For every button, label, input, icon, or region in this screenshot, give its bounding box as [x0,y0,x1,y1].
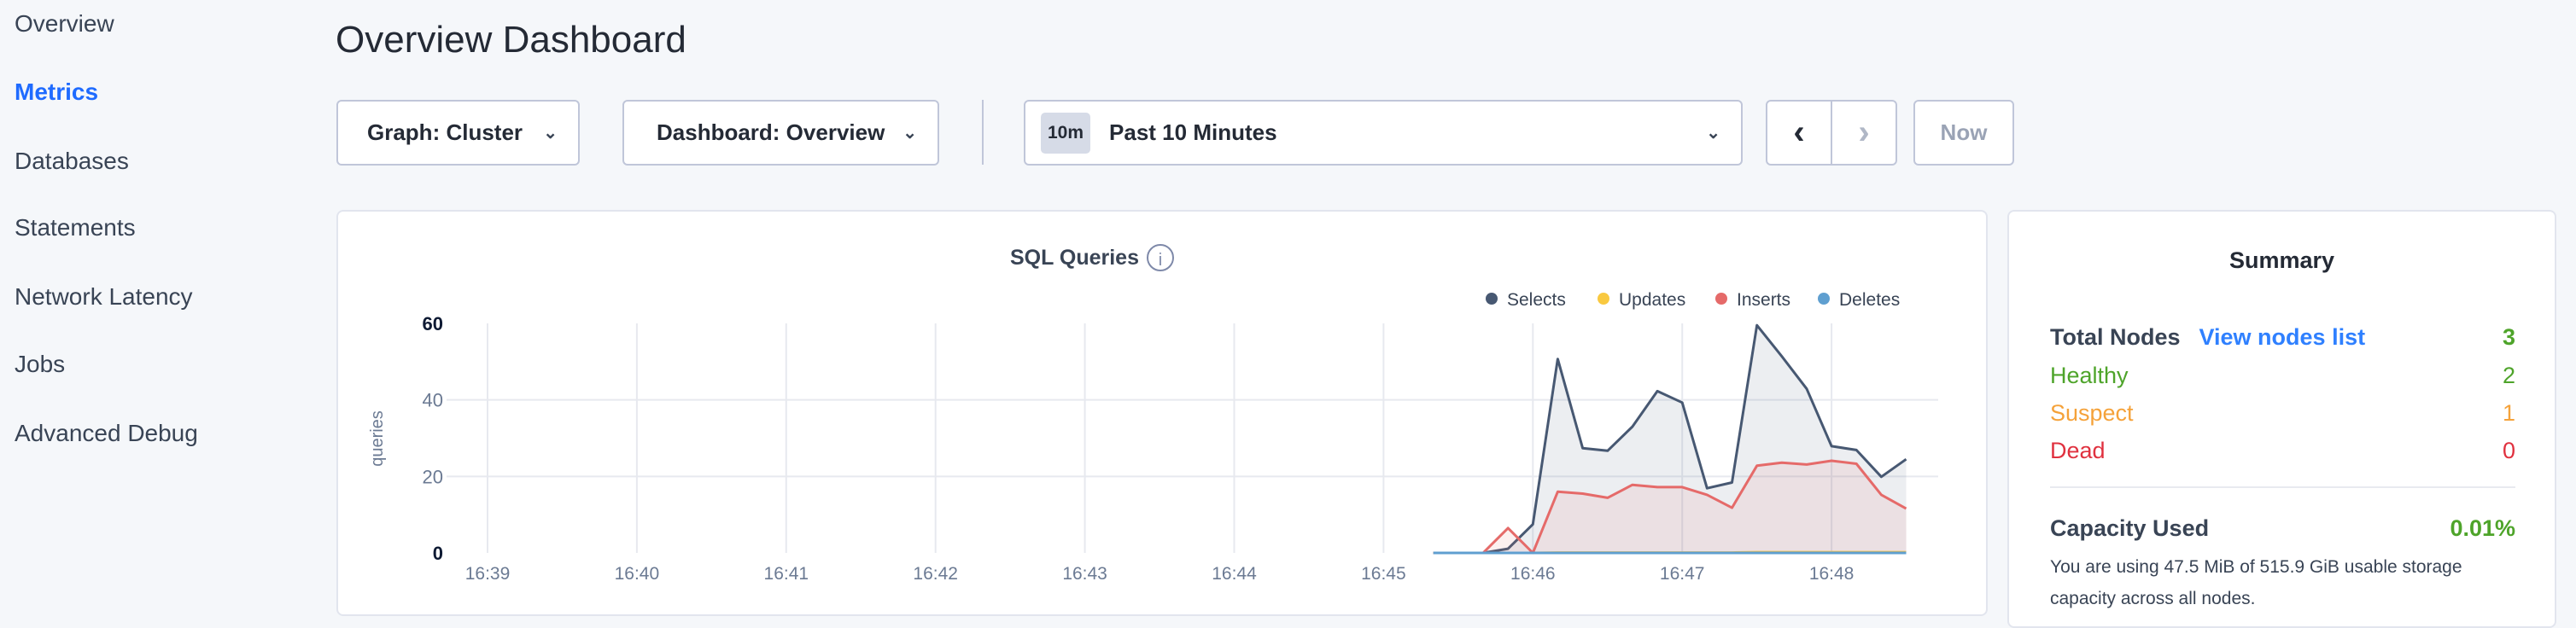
legend-dot-inserts [1715,293,1727,305]
total-nodes-label: Total Nodes [2050,324,2181,350]
x-tick-label: 16:40 [615,564,660,584]
time-nav-group: ‹ › [1766,100,1897,166]
y-tick-label: 20 [423,466,443,487]
area-selects [1433,325,1907,553]
chevron-right-icon[interactable]: › [1858,113,1870,151]
line-inserts [1433,459,1907,555]
capacity-used-value: 0.01% [2450,515,2515,541]
chevron-down-icon: ⌄ [902,124,917,142]
x-tick-label: 16:45 [1361,564,1406,584]
capacity-used-label: Capacity Used [2050,515,2210,541]
time-range-badge: 10m [1041,112,1091,154]
dead-value: 0 [2502,438,2515,463]
legend-dot-deletes [1818,293,1830,305]
suspect-value: 1 [2502,400,2515,426]
chart-title: SQL Queries [1010,246,1139,270]
x-tick-label: 16:44 [1212,564,1257,584]
legend-dot-selects [1486,293,1498,305]
chevron-down-icon: ⌄ [1706,124,1720,142]
legend-label-deletes: Deletes [1839,290,1900,310]
chevron-down-icon: ⌄ [543,124,558,142]
summary-divider [2050,486,2515,488]
capacity-description: You are using 47.5 MiB of 515.9 GiB usab… [2050,557,2462,608]
x-tick-label: 16:43 [1062,564,1107,584]
dashboard-select-label: Dashboard: Overview [657,119,885,145]
info-icon [1147,244,1174,271]
healthy-value: 2 [2502,363,2515,388]
now-button[interactable]: Now [1913,100,2014,166]
time-range-select[interactable]: 10m Past 10 Minutes ⌄ [1024,100,1743,166]
healthy-label: Healthy [2050,363,2129,388]
summary-title: Summary [2228,247,2335,273]
dashboard-select[interactable]: Dashboard: Overview ⌄ [622,100,939,166]
total-nodes-value: 3 [2502,324,2515,350]
sidebar-item-statements[interactable]: Statements [15,214,136,241]
x-tick-label: 16:46 [1510,564,1556,584]
sidebar-item-advanced-debug[interactable]: Advanced Debug [15,420,198,446]
legend-label-updates: Updates [1619,290,1685,310]
sidebar-item-databases[interactable]: Databases [15,148,129,174]
x-tick-label: 16:39 [465,564,511,584]
x-tick-label: 16:48 [1809,564,1855,584]
view-nodes-list-link[interactable]: View nodes list [2199,324,2366,350]
legend-dot-updates [1598,293,1609,305]
summary-card: Summary Total Nodes View nodes list 3 He… [2007,210,2556,628]
sql-queries-chart: SQL Queries i Selects Updates Inserts Deletes… [368,244,1938,584]
legend-label-inserts: Inserts [1737,290,1790,310]
x-tick-label: 16:47 [1660,564,1705,584]
info-icon-glyph: i [1159,251,1162,270]
time-range-label: Past 10 Minutes [1109,119,1277,145]
y-axis-label: queries [368,410,387,467]
y-tick-label: 40 [423,390,443,411]
y-tick-label: 60 [423,313,443,334]
chevron-left-icon[interactable]: ‹ [1767,102,1832,164]
toolbar-divider [982,100,984,165]
sql-queries-chart-card: SQL Queries i Selects Updates Inserts Deletes… [336,210,1988,616]
y-tick-label: 0 [433,543,443,564]
graph-select[interactable]: Graph: Cluster ⌄ [336,100,580,166]
line-selects [1433,323,1907,555]
dead-label: Dead [2050,438,2106,463]
legend-label-selects: Selects [1507,290,1566,310]
sidebar-item-network-latency[interactable]: Network Latency [15,283,193,310]
x-tick-label: 16:41 [764,564,809,584]
x-tick-label: 16:42 [913,564,958,584]
sidebar-item-jobs[interactable]: Jobs [15,351,66,377]
graph-select-label: Graph: Cluster [367,119,523,145]
area-inserts [1433,461,1907,553]
page-title: Overview Dashboard [336,19,686,61]
sidebar-item-overview[interactable]: Overview [15,10,114,37]
sidebar-item-metrics[interactable]: Metrics [15,78,99,105]
suspect-label: Suspect [2050,400,2134,426]
